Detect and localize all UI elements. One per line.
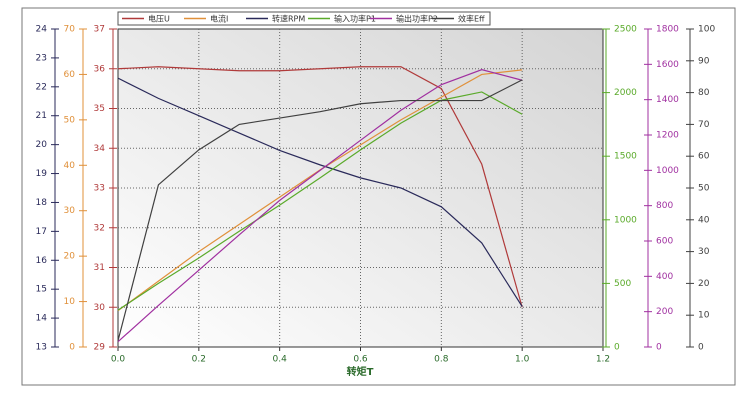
y-tick-label: 16 — [36, 256, 48, 266]
legend-label: 效率Eff — [458, 14, 485, 24]
y-tick-label: 34 — [94, 144, 106, 154]
y-tick-label: 20 — [36, 140, 48, 150]
x-tick-label: 1.2 — [596, 355, 610, 365]
y-tick-label: 50 — [698, 184, 710, 194]
y-tick-label: 2000 — [614, 88, 637, 98]
series-line — [117, 79, 523, 341]
legend-label: 转速RPM — [272, 14, 305, 24]
x-tick-label: 0.8 — [434, 355, 449, 365]
y-tick-label: 21 — [36, 111, 47, 121]
legend — [117, 11, 491, 26]
y-tick-label: 18 — [36, 198, 48, 208]
series-line — [117, 69, 523, 343]
y-tick-label: 200 — [656, 307, 673, 317]
y-tick-label: 37 — [94, 25, 105, 35]
y-tick-label: 14 — [36, 314, 48, 324]
y-tick-label: 23 — [36, 53, 47, 63]
y-tick-label: 60 — [698, 152, 710, 162]
y-tick-label: 15 — [36, 285, 47, 295]
x-tick-label: 0.4 — [273, 355, 288, 365]
y-tick-label: 17 — [36, 227, 47, 237]
legend-label: 输入功率P1 — [334, 14, 376, 24]
y-tick-label: 20 — [64, 252, 76, 262]
y-tick-label: 1000 — [614, 215, 637, 225]
y-tick-label: 70 — [698, 120, 710, 130]
y-tick-label: 20 — [698, 279, 710, 289]
x-tick-label: 1.0 — [515, 355, 530, 365]
y-tick-label: 32 — [94, 223, 105, 233]
y-tick-label: 0 — [656, 343, 662, 353]
y-tick-label: 50 — [64, 115, 76, 125]
y-tick-label: 30 — [698, 247, 710, 257]
x-tick-label: 0.6 — [353, 355, 368, 365]
y-tick-label: 1500 — [614, 152, 637, 162]
series-line — [117, 91, 523, 311]
legend-label: 电压U — [148, 14, 170, 24]
y-tick-label: 2500 — [614, 25, 637, 35]
y-tick-label: 500 — [614, 279, 631, 289]
y-tick-label: 600 — [656, 237, 673, 247]
y-tick-label: 90 — [698, 56, 710, 66]
y-tick-label: 100 — [698, 25, 715, 35]
y-tick-label: 70 — [64, 25, 76, 35]
y-tick-label: 13 — [36, 343, 47, 353]
series-line — [117, 77, 523, 307]
y-tick-label: 19 — [36, 169, 48, 179]
legend-label: 输出功率P2 — [396, 14, 438, 24]
y-tick-label: 60 — [64, 70, 76, 80]
y-tick-label: 22 — [36, 82, 47, 92]
y-tick-label: 10 — [64, 297, 76, 307]
y-tick-label: 30 — [64, 206, 76, 216]
y-tick-label: 36 — [94, 64, 106, 74]
y-tick-label: 40 — [698, 215, 710, 225]
y-tick-label: 0 — [698, 343, 704, 353]
series-line — [117, 66, 523, 308]
y-tick-label: 30 — [94, 303, 106, 313]
y-tick-label: 1800 — [656, 25, 679, 35]
y-tick-label: 40 — [64, 161, 76, 171]
y-tick-label: 33 — [94, 184, 105, 194]
y-tick-label: 24 — [36, 25, 48, 35]
y-tick-label: 35 — [94, 104, 105, 114]
x-tick-label: 0.0 — [111, 355, 126, 365]
x-axis-title: 转矩T — [347, 365, 374, 378]
y-tick-label: 400 — [656, 272, 673, 282]
y-tick-label: 80 — [698, 88, 710, 98]
legend-label: 电流I — [210, 14, 228, 24]
y-tick-label: 1600 — [656, 60, 679, 70]
y-tick-label: 29 — [94, 343, 106, 353]
y-tick-label: 31 — [94, 263, 105, 273]
y-tick-label: 800 — [656, 201, 673, 211]
y-tick-label: 1000 — [656, 166, 679, 176]
x-tick-label: 0.2 — [192, 355, 206, 365]
y-tick-label: 1200 — [656, 131, 679, 141]
y-tick-label: 1400 — [656, 95, 679, 105]
y-tick-label: 0 — [614, 343, 620, 353]
y-tick-label: 0 — [69, 343, 75, 353]
y-tick-label: 10 — [698, 311, 710, 321]
